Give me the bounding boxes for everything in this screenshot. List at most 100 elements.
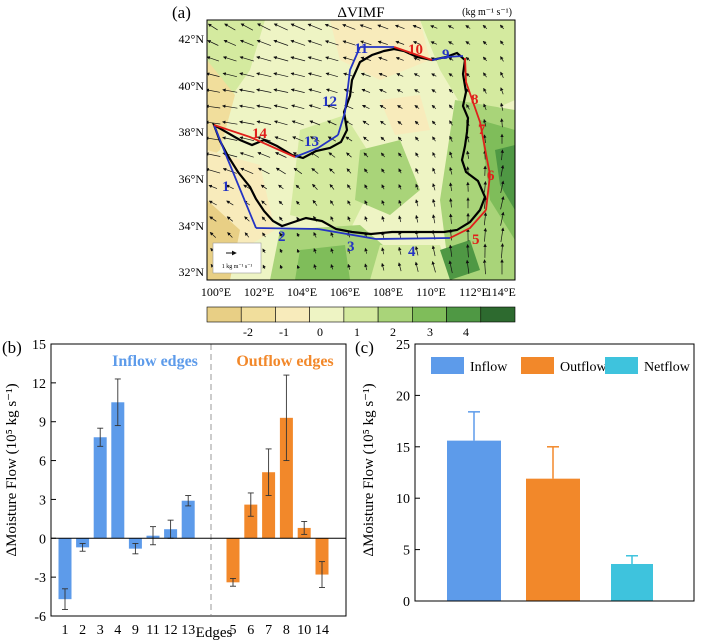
- edge-label: 11: [354, 41, 368, 57]
- wind-arrow: [398, 168, 402, 174]
- panel-c-ytick-label: 20: [396, 389, 410, 404]
- wind-arrow: [239, 120, 255, 125]
- wind-arrow: [500, 118, 504, 128]
- wind-arrow: [377, 40, 388, 45]
- wind-arrow: [466, 150, 470, 159]
- bar-edge-13: [181, 500, 195, 539]
- colorbar-swatch: [309, 306, 345, 323]
- wind-arrow: [207, 104, 221, 109]
- panel-b-xtick-label: 11: [146, 623, 159, 638]
- wind-arrow: [279, 216, 283, 222]
- wind-arrow: [222, 56, 237, 62]
- wind-arrow: [208, 184, 218, 189]
- wind-arrow: [432, 214, 436, 224]
- map-units: (kg m⁻¹ s⁻¹): [462, 7, 512, 18]
- wind-arrow: [449, 120, 453, 126]
- wind-arrow: [381, 215, 385, 222]
- wind-arrow: [412, 41, 421, 45]
- wind-arrow: [500, 71, 504, 78]
- wind-arrow: [209, 232, 217, 238]
- wind-arrow: [432, 151, 436, 158]
- wind-arrow: [397, 120, 403, 125]
- wind-arrow: [279, 232, 283, 238]
- panel-b-bars: [58, 374, 329, 610]
- wind-arrow: [483, 181, 487, 193]
- wind-arrow: [208, 200, 217, 206]
- wind-arrow: [500, 149, 504, 161]
- wind-arrow: [361, 88, 371, 93]
- panel-b-xtick-label: 6: [247, 623, 254, 638]
- wind-arrow: [330, 216, 334, 222]
- wind-arrow: [256, 39, 271, 46]
- lat-tick: 42°N: [179, 32, 205, 46]
- wind-arrow: [398, 199, 402, 206]
- wind-arrow: [449, 151, 453, 159]
- wind-arrow: [207, 120, 221, 125]
- bar-edge-14: [315, 538, 329, 575]
- wind-arrow: [482, 24, 488, 29]
- wind-arrow: [466, 104, 470, 110]
- wind-arrow: [327, 120, 337, 126]
- wind-arrow: [312, 199, 318, 206]
- wind-arrow: [430, 25, 438, 29]
- wind-arrow: [483, 212, 488, 226]
- wind-arrow: [342, 56, 355, 62]
- wind-arrow: [222, 72, 237, 78]
- wind-arrow: [377, 24, 389, 30]
- reference-vector-label: 1 kg m⁻¹ s⁻¹: [222, 264, 253, 270]
- wind-arrow: [291, 104, 305, 110]
- wind-arrow: [262, 264, 266, 270]
- panel-b-frame: [50, 343, 347, 617]
- wind-arrow: [398, 152, 402, 158]
- map-panel: (a) ΔVIMF (kg m⁻¹ s⁻¹): [172, 3, 516, 339]
- panel-c-bars: [447, 411, 653, 601]
- wind-arrow: [273, 23, 288, 31]
- panel-c-ytick-label: 0: [403, 595, 410, 610]
- panel-c-label: (c): [355, 338, 374, 357]
- wind-arrow: [397, 262, 402, 272]
- wind-arrow: [378, 72, 388, 77]
- wind-arrow: [347, 184, 351, 190]
- wind-arrow: [309, 120, 321, 126]
- wind-arrow: [262, 232, 266, 238]
- lat-tick: 36°N: [179, 172, 205, 186]
- edge-label: 8: [471, 92, 479, 108]
- wind-arrow: [360, 40, 372, 46]
- wind-arrow: [448, 57, 454, 61]
- wind-arrow: [500, 196, 505, 210]
- wind-arrow: [207, 152, 221, 157]
- wind-arrow: [431, 89, 437, 93]
- panel-b-xtick-label: 1: [62, 623, 69, 638]
- wind-arrow: [395, 56, 404, 61]
- wind-arrow: [415, 183, 419, 190]
- wind-arrow: [290, 56, 306, 62]
- wind-arrow: [330, 232, 334, 238]
- wind-arrow: [324, 23, 339, 30]
- wind-arrow: [244, 232, 250, 238]
- edge-label: 7: [478, 122, 486, 138]
- edge-label: 1: [222, 179, 230, 195]
- wind-arrow: [413, 57, 421, 61]
- lat-tick: 40°N: [179, 79, 205, 93]
- wind-arrow: [325, 56, 339, 62]
- lon-tick: 110°E: [416, 285, 446, 299]
- wind-arrow: [296, 200, 300, 206]
- wind-arrow: [313, 231, 317, 238]
- wind-arrow: [256, 72, 272, 78]
- wind-arrow: [309, 136, 320, 142]
- wind-arrow: [432, 198, 436, 207]
- wind-arrow: [398, 215, 402, 223]
- wind-arrow: [291, 120, 304, 126]
- colorbar-label: -2: [243, 325, 253, 339]
- panel-b-xtick-label: 5: [230, 623, 237, 638]
- colorbar-swatch: [480, 306, 516, 323]
- wind-arrow: [415, 199, 419, 207]
- panel-b-ylabel: ΔMoisture Flow (10⁵ kg s⁻¹): [4, 383, 20, 556]
- wind-arrow: [398, 184, 402, 190]
- wind-arrow: [482, 56, 487, 62]
- wind-arrow: [330, 200, 334, 206]
- colorbar-swatch: [343, 306, 379, 323]
- bar-edge-4: [111, 402, 125, 539]
- wind-arrow: [329, 168, 335, 174]
- wind-arrow: [295, 184, 301, 190]
